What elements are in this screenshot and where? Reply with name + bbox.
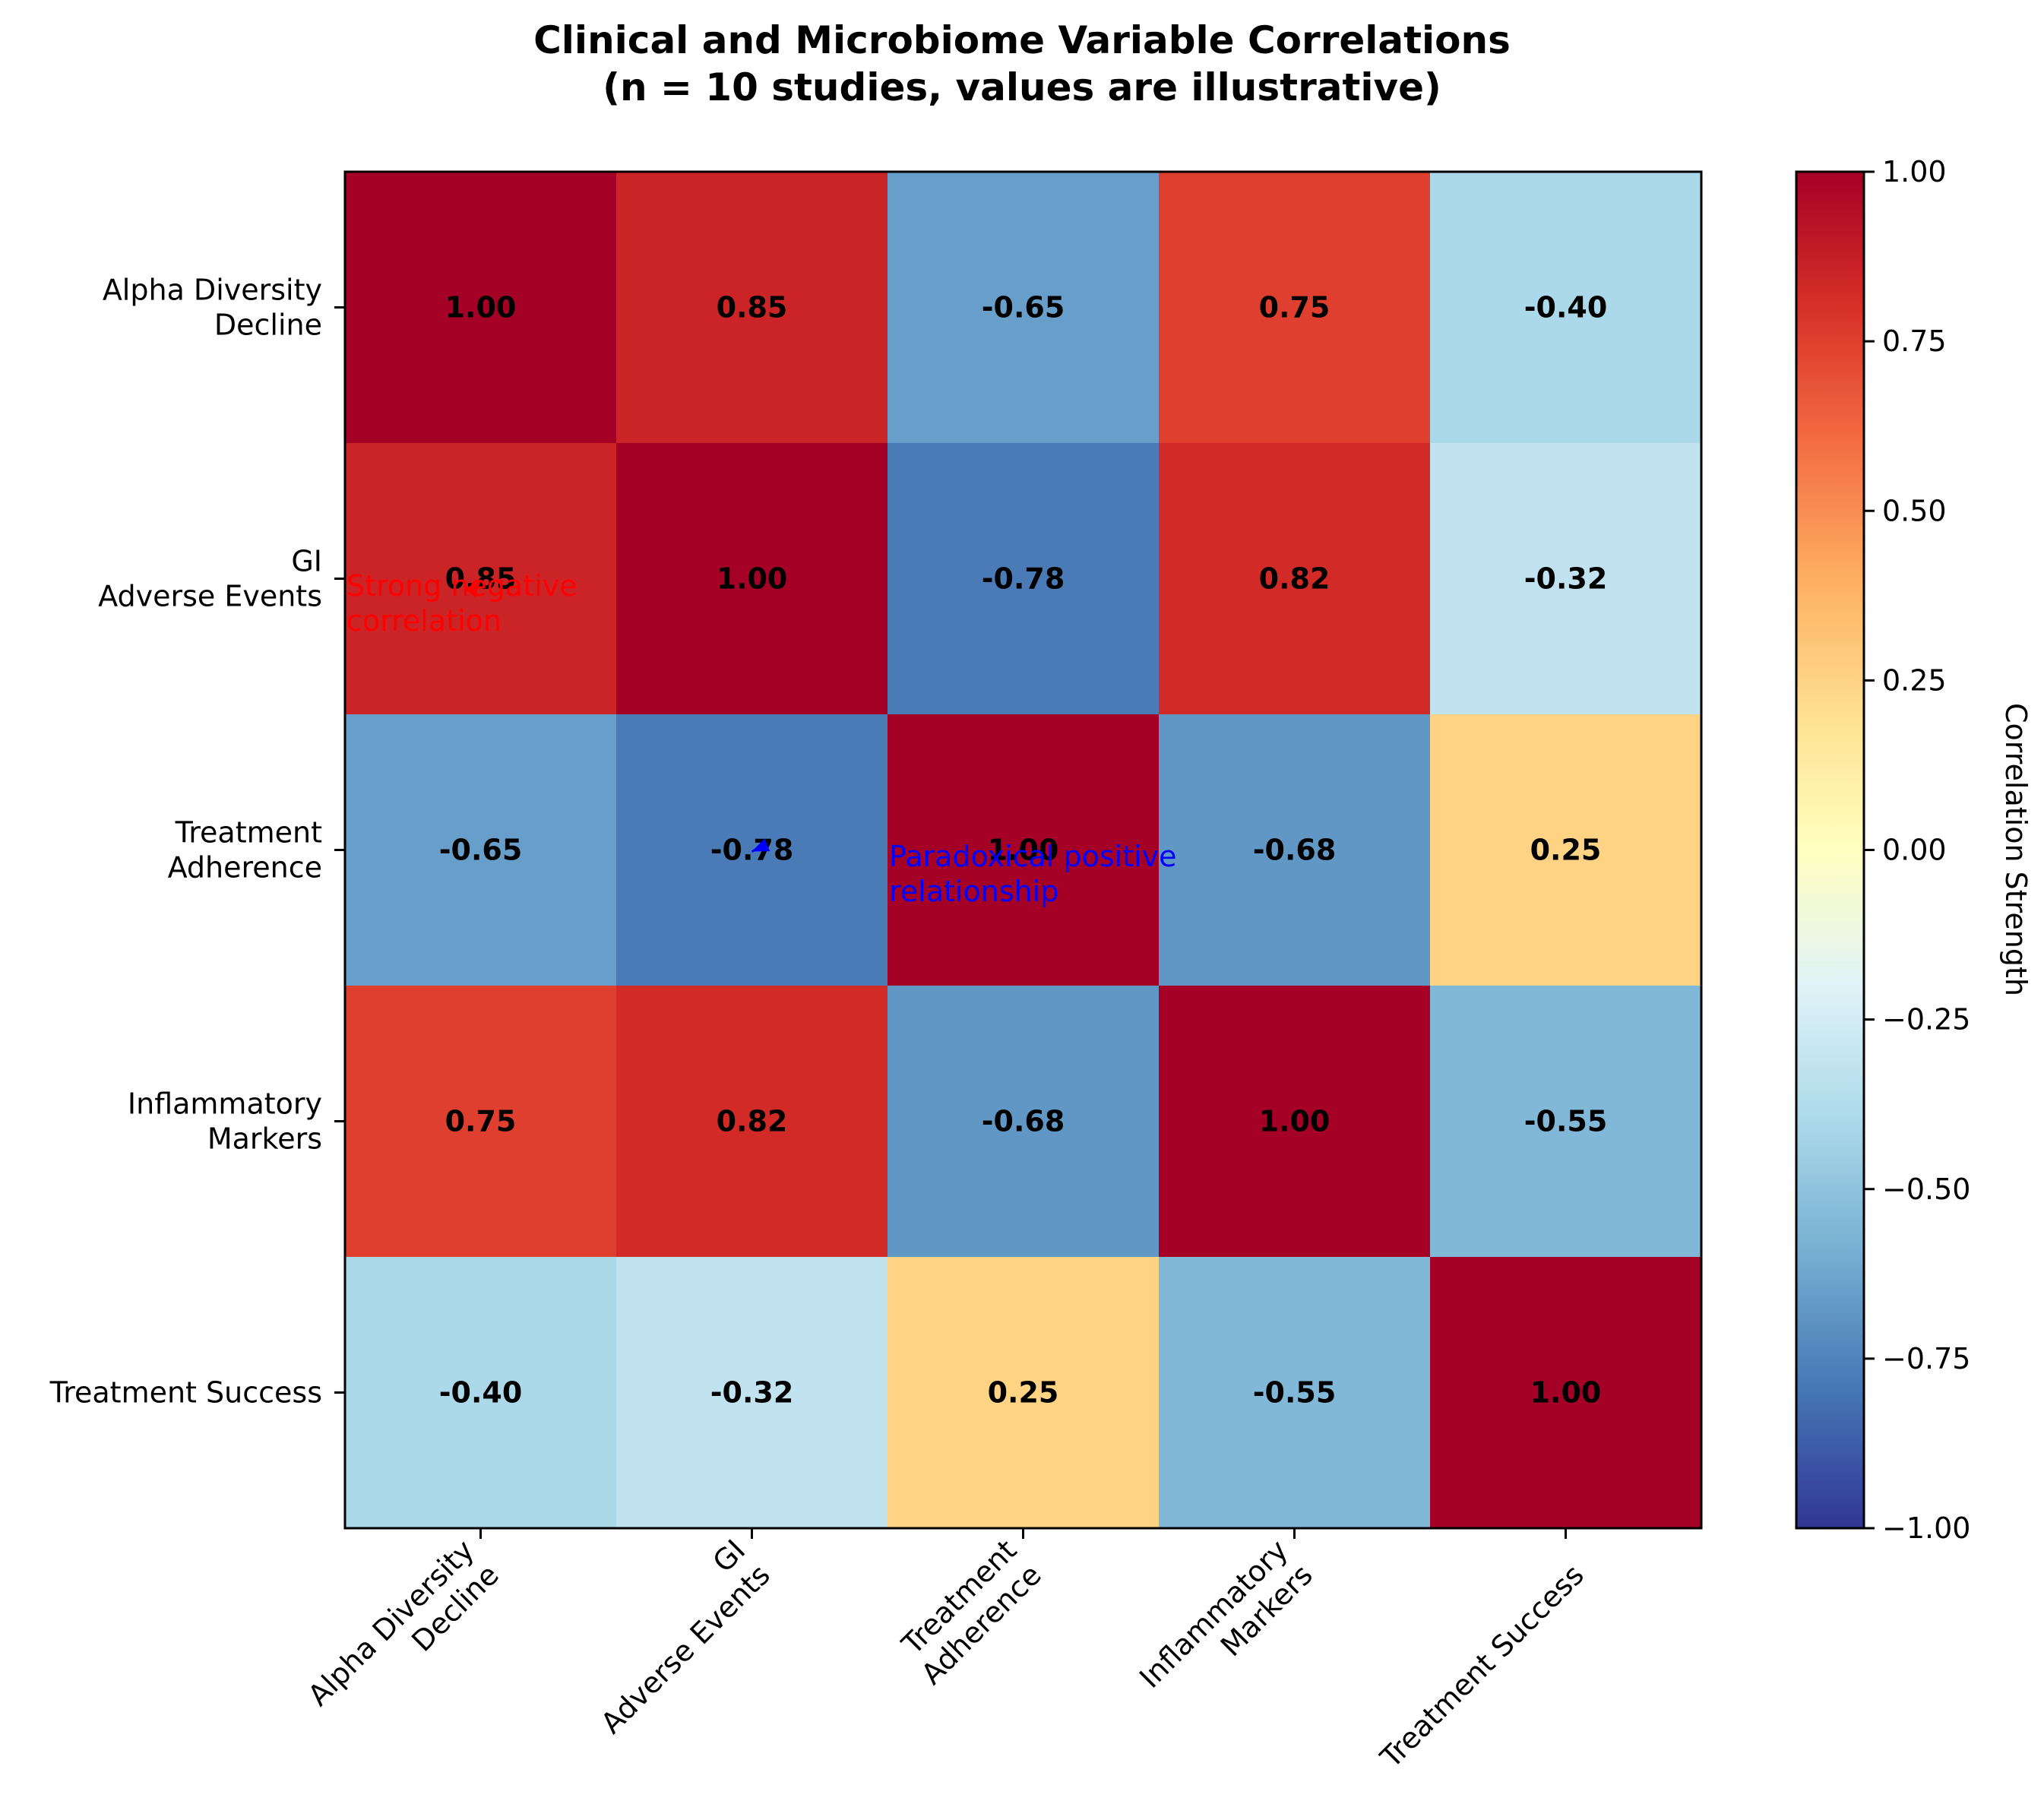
- x-tick-label: GIAdverse Events: [570, 1534, 777, 1740]
- y-tick-label: Treatment Success: [49, 1376, 322, 1410]
- heatmap-cell: [345, 1257, 617, 1529]
- y-tick-label: GI Adverse Events: [98, 545, 322, 613]
- colorbar-tick-label: 0.50: [1882, 494, 1947, 527]
- colorbar-tick-label: −1.00: [1882, 1511, 1970, 1545]
- heatmap-cells: [345, 172, 1702, 1529]
- heatmap-cell: [1430, 443, 1702, 715]
- cell-value-label: 0.82: [717, 1105, 788, 1138]
- chart-title-line-2: (n = 10 studies, values are illustrative…: [603, 65, 1441, 109]
- heatmap-cell: [888, 1257, 1160, 1529]
- heatmap-cell: [1159, 443, 1431, 715]
- colorbar-ticks: 1.00 0.75 0.50 0.25 0.00 −0.25 −0.50 −0.75 −1.00: [1864, 155, 1970, 1545]
- annotation-text: Strong negative correlation: [346, 569, 577, 638]
- y-tick-label: Alpha Diversity Decline: [103, 274, 322, 342]
- x-tick-label: Treatment Success: [1374, 1558, 1590, 1774]
- annotation: Strong negative correlation: [346, 569, 577, 638]
- colorbar-tick-label: 0.00: [1882, 834, 1947, 867]
- cell-value-label: -0.55: [1253, 1376, 1337, 1410]
- heatmap-cell: [1430, 172, 1702, 444]
- annotation-text: Paradoxical positive relationship: [889, 840, 1177, 908]
- cell-value-label: 1.00: [1530, 1376, 1602, 1410]
- colorbar-label: Correlation Strength: [1999, 703, 2033, 996]
- heatmap-cell: [1159, 172, 1431, 444]
- y-tick-label: Inflammatory Markers: [128, 1087, 322, 1156]
- cell-value-label: 0.75: [1259, 291, 1330, 324]
- heatmap-cell: [345, 172, 617, 444]
- heatmap-cell: [888, 443, 1160, 715]
- x-tick-label: InflammatoryMarkers: [1133, 1534, 1319, 1720]
- heatmap-cell: [1159, 986, 1431, 1258]
- cell-value-label: 0.82: [1259, 562, 1330, 596]
- heatmap-cell: [1159, 714, 1431, 986]
- heatmap-cell: [888, 172, 1160, 444]
- annotation: Paradoxical positive relationship: [751, 838, 1177, 908]
- colorbar: [1795, 170, 1865, 1530]
- x-axis-ticks: Alpha DiversityDecline GIAdverse Events Tr…: [302, 1528, 1590, 1775]
- cell-value-label: -0.32: [1524, 562, 1608, 596]
- x-tick-label: Alpha DiversityDecline: [302, 1534, 505, 1737]
- annotations: Strong negative correlation Paradoxical po…: [346, 569, 1177, 908]
- cell-value-label: 1.00: [1259, 1105, 1330, 1138]
- heatmap-cell: [345, 443, 617, 715]
- annotation-arrowhead: [751, 838, 770, 852]
- cell-value-label: 0.85: [445, 562, 517, 596]
- cell-value-label: 1.00: [445, 291, 517, 324]
- heatmap-cell: [345, 986, 617, 1258]
- colorbar-tick-label: 1.00: [1882, 155, 1947, 188]
- cell-value-label: -0.65: [982, 291, 1065, 324]
- cell-value-label: 0.25: [988, 1376, 1059, 1410]
- colorbar-tick-label: −0.75: [1882, 1342, 1970, 1375]
- heatmap-cell: [616, 1257, 888, 1529]
- y-tick-label: Treatment Adherence: [168, 816, 322, 885]
- cell-value-label: 0.85: [717, 291, 788, 324]
- heatmap-cell: [1430, 1257, 1702, 1529]
- colorbar-tick-label: 0.75: [1882, 324, 1947, 358]
- cell-value-label: -0.78: [982, 562, 1065, 596]
- heatmap-cell: [888, 986, 1160, 1258]
- cell-value-label: -0.55: [1524, 1105, 1608, 1138]
- cell-value-label: -0.32: [710, 1376, 794, 1410]
- heatmap-cell: [616, 986, 888, 1258]
- heatmap-cell: [1159, 1257, 1431, 1529]
- colorbar-tick-label: −0.25: [1882, 1003, 1970, 1037]
- heatmap-cell: [1430, 986, 1702, 1258]
- heatmap-cell: [616, 443, 888, 715]
- y-axis-ticks: Alpha Diversity Decline GI Adverse Events Tr…: [49, 274, 345, 1410]
- cell-value-label: 0.75: [445, 1105, 517, 1138]
- cell-value-label: 1.00: [988, 834, 1059, 867]
- colorbar-tick-label: 0.25: [1882, 663, 1947, 697]
- heatmap-cell: [1430, 714, 1702, 986]
- cell-value-label: -0.40: [439, 1376, 523, 1410]
- chart-title-line-1: Clinical and Microbiome Variable Correla…: [533, 18, 1511, 62]
- heatmap-cell-values: 1.00 0.85 -0.65 0.75 -0.40 0.85 1.00 -0.78 0.82 -…: [439, 291, 1608, 1410]
- cell-value-label: -0.78: [710, 834, 794, 867]
- cell-value-label: -0.65: [439, 834, 523, 867]
- cell-value-label: -0.68: [1253, 834, 1337, 867]
- heatmap-cell: [345, 714, 617, 986]
- cell-value-label: -0.40: [1524, 291, 1608, 324]
- cell-value-label: 1.00: [717, 562, 788, 596]
- colorbar-tick-label: −0.50: [1882, 1173, 1970, 1206]
- cell-value-label: 0.25: [1530, 834, 1602, 867]
- heatmap-cell: [888, 714, 1160, 986]
- annotation-arrowhead: [464, 580, 481, 598]
- heatmap-cell: [616, 172, 888, 444]
- x-tick-label: TreatmentAdherence: [890, 1534, 1047, 1691]
- cell-value-label: -0.68: [982, 1105, 1065, 1138]
